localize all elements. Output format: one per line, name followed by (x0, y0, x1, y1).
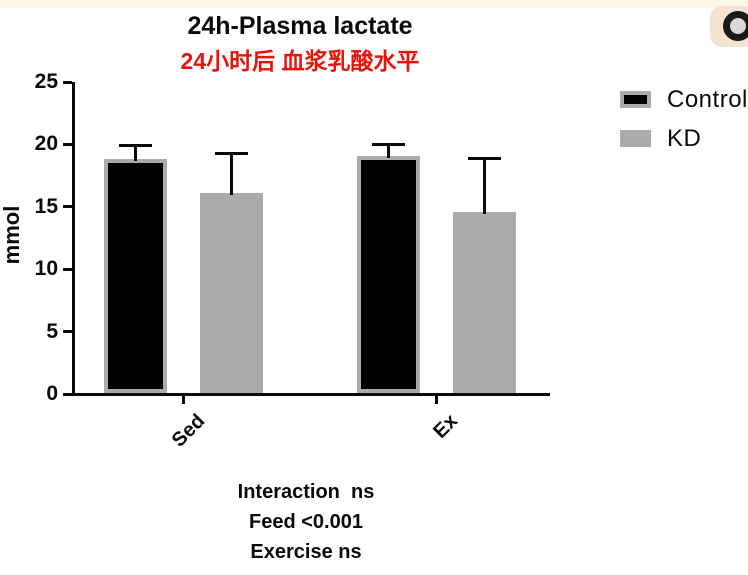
bar-control-sed (104, 159, 167, 393)
y-tick (63, 267, 72, 271)
stats-line: Exercise ns (250, 541, 362, 563)
chart-title: 24h-Plasma lactate (187, 12, 413, 40)
error-bar-stem (386, 144, 390, 158)
y-tick-label: 0 (46, 382, 58, 405)
chart-subtitle: 24小时后 血浆乳酸水平 (180, 48, 420, 74)
y-tick-label: 25 (34, 70, 58, 93)
error-bar-cap (119, 144, 152, 148)
y-tick (63, 330, 72, 334)
error-bar-stem (482, 158, 486, 214)
y-tick-label: 5 (46, 319, 58, 343)
x-category-label-ex: Ex (428, 410, 462, 443)
error-bar-cap (467, 156, 501, 160)
error-bar-stem (230, 153, 233, 196)
bar-kd-ex (452, 211, 516, 393)
x-tick (182, 396, 185, 404)
top-border-strip (0, 0, 748, 8)
y-tick-label: 10 (34, 257, 58, 281)
legend-item-kd: KD (620, 125, 748, 152)
error-bar-cap (371, 142, 405, 146)
y-tick-label: 20 (34, 132, 58, 156)
legend-swatch-kd (620, 130, 651, 147)
y-tick (63, 80, 72, 84)
legend-label: Control (667, 85, 748, 113)
stats-annotation: Interaction ns Feed <0.001 Exercise ns (1, 477, 611, 567)
legend-swatch-control (620, 91, 651, 108)
ring-icon (723, 11, 748, 41)
error-bar-cap (215, 151, 248, 155)
y-axis-line (72, 82, 75, 396)
x-tick (434, 396, 438, 404)
bar-kd-sed (200, 193, 263, 393)
error-bar-stem (134, 145, 137, 162)
y-tick-label: 15 (34, 194, 58, 218)
bar-control-ex (356, 155, 420, 393)
x-axis-line (72, 393, 550, 396)
y-tick (63, 142, 72, 146)
legend-label: KD (667, 124, 702, 152)
stats-line: Interaction ns (237, 481, 375, 503)
legend-item-control: Control (620, 86, 748, 113)
x-category-label-sed: Sed (167, 410, 210, 452)
stats-line: Feed <0.001 (249, 511, 363, 533)
y-tick (63, 392, 72, 396)
y-tick (63, 205, 72, 209)
legend: Control KD (620, 86, 748, 169)
